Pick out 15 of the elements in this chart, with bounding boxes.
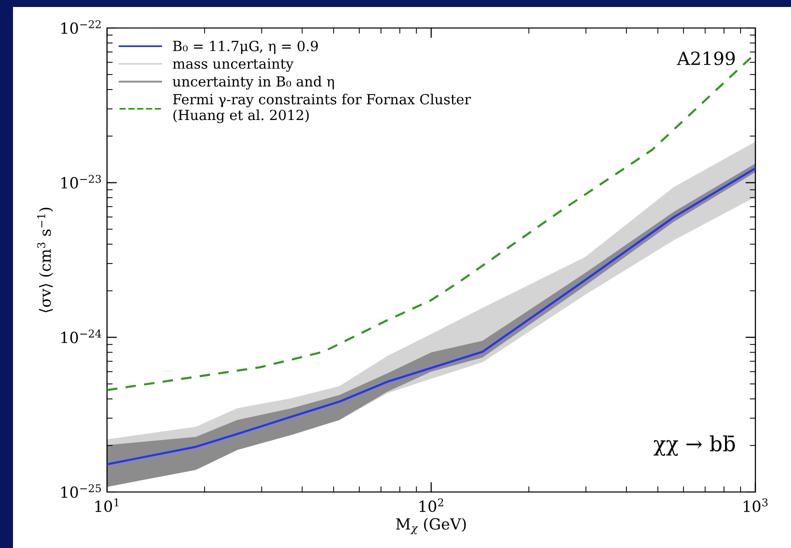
y-tick-label: 10$^{−23}$: [61, 174, 101, 189]
x-tick-label: 10$^{1}$: [95, 498, 118, 512]
x-axis-title: M$_{χ}$ (GeV): [396, 518, 466, 534]
annotation: χχ → bb̄: [654, 435, 735, 456]
legend-label: Fermi γ-ray constraints for Fornax Cluster (Huang et al. 2012): [173, 94, 471, 124]
y-tick-label: 10$^{−25}$: [61, 484, 101, 498]
legend-label: uncertainty in B₀ and η: [172, 76, 334, 90]
annotation: A2199: [676, 52, 735, 66]
legend-label: B₀ = 11.7μG, η = 0.9: [173, 40, 318, 54]
y-tick-label: 10$^{−22}$: [61, 20, 101, 34]
y-tick-label: 10$^{−24}$: [61, 330, 102, 344]
x-tick-label: 10$^{3}$: [744, 498, 768, 512]
legend-label: mass uncertainty: [172, 58, 294, 72]
x-tick-label: 10$^{2}$: [420, 498, 444, 512]
y-axis-title: ⟨σv⟩ (cm$^{3}$ s$^{−1}$): [37, 208, 54, 312]
